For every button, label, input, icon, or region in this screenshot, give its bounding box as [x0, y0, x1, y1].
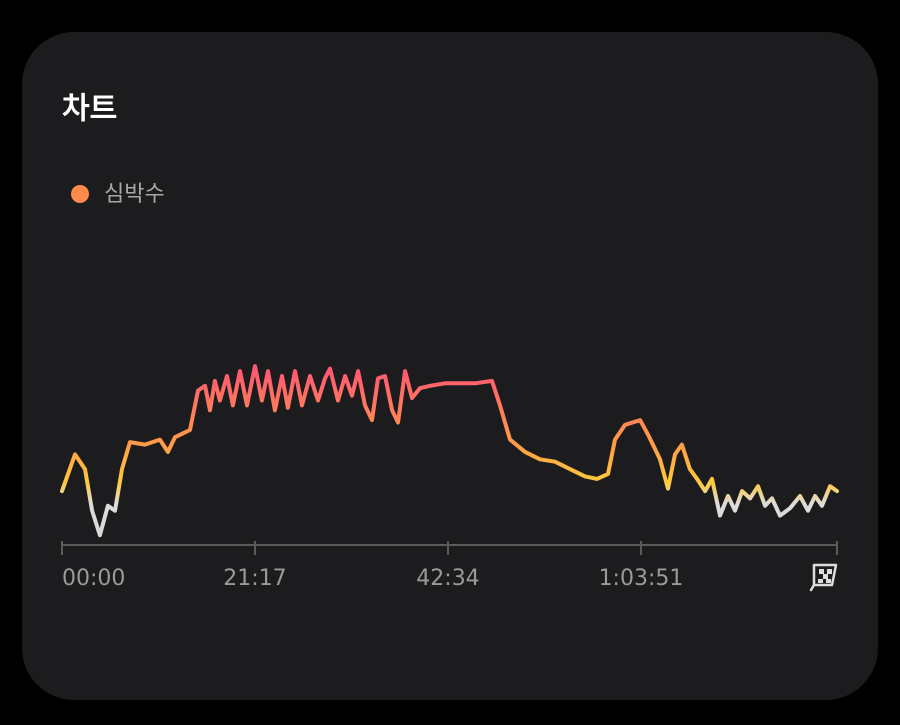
legend[interactable]: 심박수	[71, 182, 165, 207]
x-tick-label: 21:17	[223, 566, 286, 591]
x-tick-label: 1:03:51	[599, 566, 684, 591]
x-tick-label: 00:00	[62, 566, 125, 591]
x-tick-label: 42:34	[416, 566, 479, 591]
legend-marker	[71, 185, 89, 203]
card	[22, 32, 878, 700]
legend-label: 심박수	[104, 182, 165, 207]
chart-title: 차트	[62, 92, 117, 127]
finish-icon	[809, 563, 838, 592]
heart-rate-line	[60, 364, 839, 538]
plot: 00:00 21:17 42:34 1:03:51	[60, 364, 839, 591]
